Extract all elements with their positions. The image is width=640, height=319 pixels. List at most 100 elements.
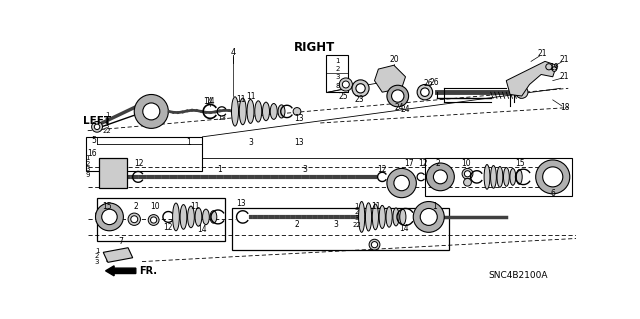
Ellipse shape (195, 208, 202, 226)
Text: 24: 24 (401, 105, 410, 114)
Text: 14: 14 (198, 225, 207, 234)
Circle shape (131, 216, 138, 223)
Text: 3: 3 (355, 215, 359, 221)
Text: SNC4B2100A: SNC4B2100A (488, 271, 548, 280)
Text: 2: 2 (355, 209, 359, 215)
Text: 3: 3 (335, 74, 340, 80)
Text: 2: 2 (294, 220, 300, 229)
Ellipse shape (173, 203, 179, 231)
Ellipse shape (180, 204, 187, 229)
FancyArrow shape (106, 266, 136, 276)
Text: 15: 15 (102, 202, 112, 211)
Text: 1: 1 (335, 58, 340, 64)
Polygon shape (103, 248, 132, 262)
Circle shape (95, 203, 124, 231)
Text: 1: 1 (355, 203, 359, 209)
Text: 22: 22 (352, 222, 361, 228)
Text: 26: 26 (429, 78, 439, 87)
Circle shape (134, 94, 168, 128)
Text: FR.: FR. (140, 266, 157, 276)
Bar (232, 208, 449, 250)
Circle shape (462, 168, 473, 179)
Circle shape (371, 241, 378, 248)
Ellipse shape (210, 211, 217, 223)
Ellipse shape (247, 100, 254, 123)
Text: 7: 7 (118, 237, 123, 246)
Ellipse shape (239, 98, 246, 125)
Circle shape (150, 217, 157, 223)
Text: 14: 14 (399, 224, 409, 233)
Text: 22: 22 (103, 129, 111, 134)
Text: 3: 3 (302, 165, 307, 174)
Circle shape (516, 86, 528, 98)
Text: 8: 8 (335, 83, 340, 89)
Circle shape (102, 209, 117, 225)
Text: 1: 1 (86, 155, 90, 161)
Text: 4: 4 (231, 48, 236, 57)
Circle shape (426, 163, 454, 191)
Text: 12: 12 (163, 223, 172, 232)
Ellipse shape (516, 169, 522, 184)
Ellipse shape (203, 209, 209, 225)
Text: 9: 9 (86, 172, 90, 178)
Bar (97, 198, 225, 241)
Text: 2: 2 (95, 253, 99, 259)
Circle shape (552, 67, 557, 71)
Text: 14: 14 (203, 97, 212, 106)
Text: 26: 26 (424, 79, 433, 88)
Circle shape (433, 170, 447, 184)
Text: 3: 3 (86, 166, 90, 172)
Circle shape (543, 167, 563, 187)
Ellipse shape (510, 168, 516, 185)
Text: 1: 1 (433, 202, 437, 211)
Ellipse shape (372, 204, 378, 230)
Circle shape (420, 208, 437, 226)
Text: 11: 11 (246, 92, 255, 101)
Circle shape (413, 202, 444, 232)
Ellipse shape (400, 209, 406, 225)
Text: 3: 3 (333, 220, 338, 229)
Polygon shape (374, 65, 406, 92)
Circle shape (463, 178, 472, 186)
Text: 12: 12 (134, 159, 143, 167)
Text: 11: 11 (371, 202, 381, 211)
Text: 1: 1 (217, 165, 222, 174)
Text: 24: 24 (394, 103, 404, 112)
Circle shape (465, 171, 470, 177)
Bar (425, 158, 572, 196)
Ellipse shape (490, 166, 497, 188)
Text: 2: 2 (86, 161, 90, 167)
Ellipse shape (393, 208, 399, 226)
Text: 12: 12 (378, 165, 387, 174)
Text: 16: 16 (88, 149, 97, 158)
Text: 2: 2 (335, 66, 339, 72)
Text: 6: 6 (550, 189, 555, 198)
Text: RIGHT: RIGHT (293, 41, 335, 54)
Text: 13: 13 (218, 115, 227, 121)
Text: 2: 2 (436, 159, 440, 168)
Text: 13: 13 (294, 138, 304, 147)
Text: 10: 10 (461, 159, 471, 168)
Circle shape (536, 160, 570, 194)
Text: 15: 15 (515, 159, 525, 168)
Circle shape (342, 81, 349, 88)
Text: 21: 21 (537, 49, 547, 58)
Text: 14: 14 (205, 97, 215, 106)
Ellipse shape (379, 205, 385, 228)
Text: 3: 3 (248, 138, 253, 147)
Circle shape (102, 166, 124, 188)
Ellipse shape (504, 167, 509, 186)
Text: 1: 1 (186, 138, 191, 147)
Text: 2: 2 (133, 202, 138, 211)
Ellipse shape (386, 207, 392, 227)
Ellipse shape (497, 167, 503, 187)
Text: 17: 17 (404, 159, 413, 168)
Circle shape (143, 103, 160, 120)
Text: LEFT: LEFT (83, 116, 111, 126)
Text: 10: 10 (150, 202, 160, 211)
Text: 13: 13 (294, 114, 304, 123)
Text: 25: 25 (339, 92, 348, 100)
Circle shape (92, 122, 102, 132)
Text: 3: 3 (105, 123, 109, 129)
Ellipse shape (262, 102, 269, 121)
